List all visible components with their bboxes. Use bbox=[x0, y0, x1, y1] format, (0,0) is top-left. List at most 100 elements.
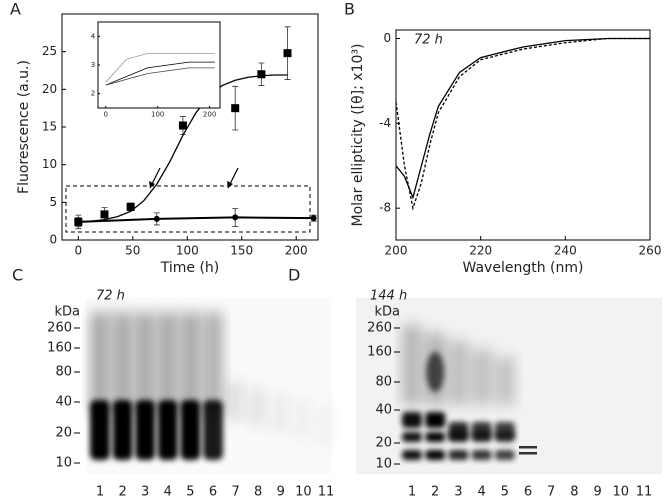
x-tick-label: 260 bbox=[639, 243, 662, 257]
data-point bbox=[257, 70, 266, 79]
plot-frame bbox=[395, 29, 651, 241]
smear bbox=[91, 312, 109, 412]
x-tick-label: 240 bbox=[554, 243, 577, 257]
panel-label: A bbox=[10, 0, 21, 19]
data-point bbox=[231, 104, 240, 113]
lane-label: 5 bbox=[501, 485, 509, 500]
band bbox=[157, 400, 178, 460]
y-tick-label: 0 bbox=[50, 233, 58, 247]
gel-bands bbox=[90, 312, 332, 460]
lane-label: 3 bbox=[141, 485, 149, 500]
y-tick-label: 3 bbox=[91, 61, 95, 69]
lane-label: 7 bbox=[547, 485, 555, 500]
band bbox=[90, 400, 110, 460]
y-tick-label: 20 bbox=[42, 82, 57, 96]
x-tick-label: 0 bbox=[75, 243, 83, 257]
band bbox=[494, 450, 515, 460]
gel-time: 144 h bbox=[370, 289, 407, 304]
data-line bbox=[105, 67, 215, 86]
data-point bbox=[232, 214, 239, 221]
lane-label: 11 bbox=[636, 485, 653, 500]
smear bbox=[227, 381, 242, 421]
band bbox=[494, 432, 515, 442]
x-tick-label: 200 bbox=[203, 110, 216, 118]
lane-label: 4 bbox=[477, 485, 485, 500]
panel-label: C bbox=[12, 266, 23, 285]
smear bbox=[136, 312, 155, 412]
band bbox=[402, 432, 422, 442]
data-line bbox=[105, 53, 215, 83]
y-tick-label: -4 bbox=[379, 116, 391, 130]
y-tick-label: 25 bbox=[42, 44, 57, 58]
marker-label: 10 bbox=[55, 456, 72, 471]
marker-label: 40 bbox=[55, 395, 72, 410]
gel-bands bbox=[402, 325, 537, 460]
x-tick-label: 200 bbox=[285, 243, 308, 257]
data-point bbox=[75, 218, 82, 225]
x-axis-label: Time (h) bbox=[160, 260, 220, 276]
gel-unit: kDa bbox=[54, 305, 80, 320]
x-tick-label: 220 bbox=[469, 243, 492, 257]
band bbox=[425, 412, 446, 428]
lane-label: 8 bbox=[254, 485, 262, 500]
data-point bbox=[178, 121, 187, 130]
data-line bbox=[78, 74, 288, 223]
lane-label: 5 bbox=[186, 485, 194, 500]
smear bbox=[113, 312, 132, 412]
x-axis-label: Wavelength (nm) bbox=[463, 260, 584, 276]
smear bbox=[250, 387, 265, 427]
x-tick-label: 200 bbox=[385, 243, 408, 257]
lane-label: 2 bbox=[118, 485, 126, 500]
plot-frame bbox=[97, 21, 221, 109]
smear bbox=[295, 399, 310, 439]
band bbox=[471, 432, 492, 442]
highlight-box bbox=[65, 185, 311, 233]
band bbox=[112, 400, 133, 460]
band bbox=[448, 432, 469, 442]
arrow-head bbox=[227, 181, 233, 188]
y-tick-label: 4 bbox=[91, 32, 96, 40]
lane-label: 10 bbox=[295, 485, 312, 500]
y-axis-label: Molar ellipticity ([θ]; x10³) bbox=[350, 44, 366, 227]
x-tick-label: 100 bbox=[151, 110, 164, 118]
x-tick-label: 100 bbox=[176, 243, 199, 257]
marker-label: 20 bbox=[55, 426, 72, 441]
band bbox=[426, 352, 445, 392]
band bbox=[425, 450, 446, 460]
y-tick-label: 0 bbox=[384, 31, 392, 45]
smear bbox=[495, 357, 514, 405]
lane-label: 7 bbox=[231, 485, 239, 500]
gel-time: 72 h bbox=[96, 289, 125, 304]
annotation: 72 h bbox=[414, 33, 443, 48]
data-point bbox=[126, 202, 135, 211]
data-line bbox=[105, 61, 215, 86]
gel-unit: kDa bbox=[374, 305, 400, 320]
smear bbox=[318, 405, 332, 445]
band bbox=[135, 400, 156, 460]
data-point bbox=[153, 215, 160, 222]
band bbox=[402, 412, 422, 428]
lane-label: 1 bbox=[408, 485, 416, 500]
y-tick-label: 10 bbox=[42, 157, 57, 171]
lane-label: 8 bbox=[570, 485, 578, 500]
smear bbox=[181, 312, 200, 412]
lane-label: 2 bbox=[431, 485, 439, 500]
smear bbox=[204, 312, 222, 412]
data-line bbox=[395, 37, 650, 211]
data-point bbox=[310, 215, 317, 222]
smear bbox=[403, 325, 421, 405]
data-line bbox=[395, 37, 650, 200]
marker-label: 260 bbox=[367, 321, 392, 336]
y-tick-label: 15 bbox=[42, 120, 57, 134]
lane-label: 10 bbox=[613, 485, 630, 500]
marker-label: 20 bbox=[375, 436, 392, 451]
marker-label: 160 bbox=[367, 345, 392, 360]
band bbox=[519, 446, 537, 449]
data-line bbox=[78, 216, 314, 223]
band bbox=[471, 450, 492, 460]
lane-label: 4 bbox=[164, 485, 172, 500]
band bbox=[425, 432, 446, 442]
data-point bbox=[100, 210, 109, 219]
data-point bbox=[283, 49, 292, 58]
